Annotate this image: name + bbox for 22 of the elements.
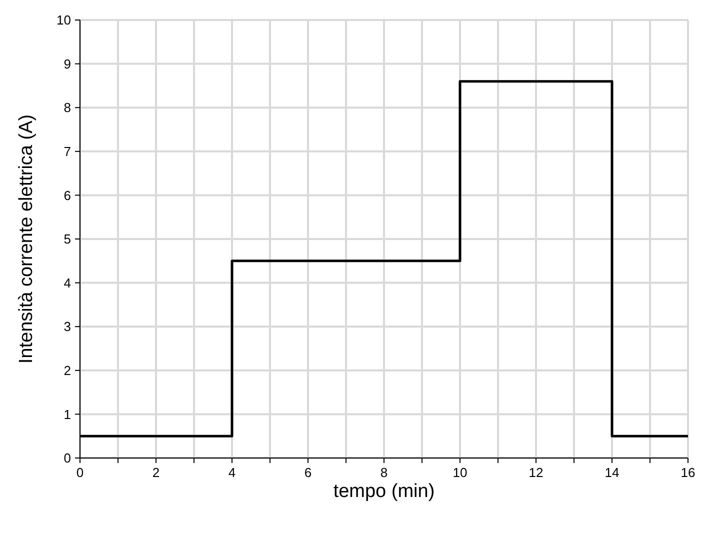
y-tick-label: 3 — [64, 319, 71, 334]
y-tick-label: 9 — [64, 56, 71, 72]
y-tick-label: 1 — [64, 406, 71, 422]
y-tick-label: 7 — [64, 144, 71, 159]
y-tick-label: 10 — [56, 12, 71, 28]
x-tick-label: 10 — [452, 465, 468, 480]
x-tick-label: 8 — [380, 465, 388, 480]
y-tick-label: 5 — [64, 232, 71, 247]
x-tick-label: 2 — [152, 465, 160, 480]
x-tick-label: 14 — [604, 465, 620, 480]
x-tick-label: 4 — [228, 465, 236, 480]
x-tick-label: 0 — [76, 465, 84, 480]
y-tick-label: 4 — [64, 275, 71, 290]
y-axis-title: Intensità corrente elettrica (A) — [16, 114, 37, 364]
x-tick-label: 16 — [680, 465, 696, 480]
y-tick-label: 8 — [64, 100, 71, 116]
y-tick-label: 2 — [64, 362, 71, 378]
x-tick-label: 6 — [304, 465, 312, 480]
x-axis-title: tempo (min) — [333, 481, 435, 502]
y-tick-label: 6 — [64, 188, 71, 203]
x-tick-label: 12 — [528, 465, 544, 480]
y-tick-label: 0 — [64, 450, 71, 466]
